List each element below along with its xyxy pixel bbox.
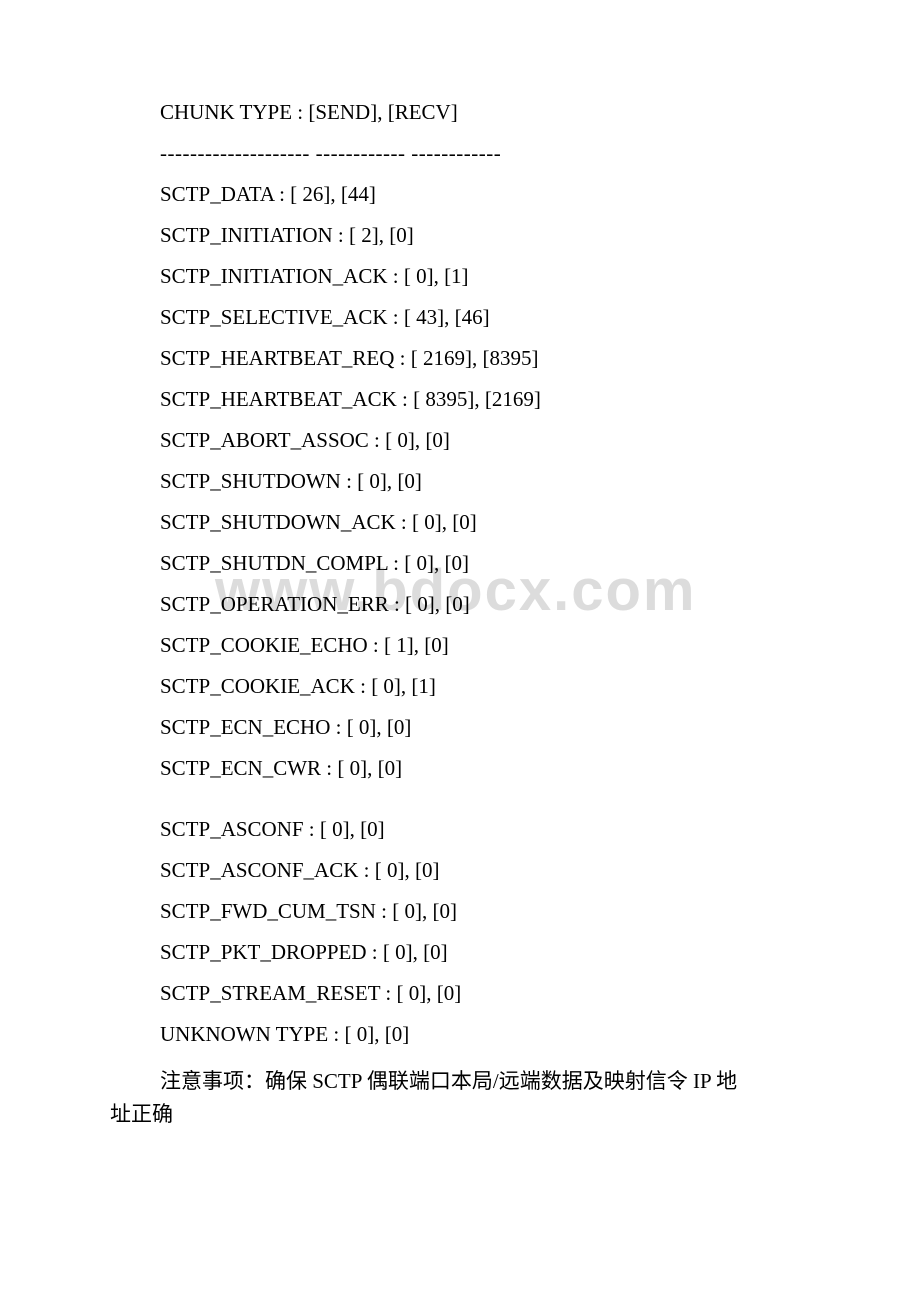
stat-row: SCTP_COOKIE_ECHO : [ 1], [0] — [160, 633, 810, 658]
stat-row: SCTP_ABORT_ASSOC : [ 0], [0] — [160, 428, 810, 453]
stat-row: SCTP_HEARTBEAT_ACK : [ 8395], [2169] — [160, 387, 810, 412]
stat-row: SCTP_ECN_ECHO : [ 0], [0] — [160, 715, 810, 740]
stat-row: SCTP_INITIATION : [ 2], [0] — [160, 223, 810, 248]
stat-row: SCTP_COOKIE_ACK : [ 0], [1] — [160, 674, 810, 699]
document-content: CHUNK TYPE : [SEND], [RECV] ------------… — [110, 100, 810, 1130]
stat-row: SCTP_SELECTIVE_ACK : [ 43], [46] — [160, 305, 810, 330]
stat-row: SCTP_OPERATION_ERR : [ 0], [0] — [160, 592, 810, 617]
stat-row: SCTP_SHUTDOWN : [ 0], [0] — [160, 469, 810, 494]
stat-row: SCTP_FWD_CUM_TSN : [ 0], [0] — [160, 899, 810, 924]
separator: -------------------- ------------ ------… — [160, 141, 810, 166]
block-gap — [110, 797, 810, 817]
stat-row: SCTP_DATA : [ 26], [44] — [160, 182, 810, 207]
stat-row: SCTP_PKT_DROPPED : [ 0], [0] — [160, 940, 810, 965]
stat-row: SCTP_HEARTBEAT_REQ : [ 2169], [8395] — [160, 346, 810, 371]
stat-row: SCTP_ASCONF_ACK : [ 0], [0] — [160, 858, 810, 883]
note-line-2: 址正确 — [110, 1102, 173, 1126]
stat-row: SCTP_ASCONF : [ 0], [0] — [160, 817, 810, 842]
stat-row: SCTP_SHUTDOWN_ACK : [ 0], [0] — [160, 510, 810, 535]
stat-row: SCTP_SHUTDN_COMPL : [ 0], [0] — [160, 551, 810, 576]
stat-row: SCTP_STREAM_RESET : [ 0], [0] — [160, 981, 810, 1006]
stat-row: SCTP_ECN_CWR : [ 0], [0] — [160, 756, 810, 781]
note-line-1: 注意事项：确保 SCTP 偶联端口本局/远端数据及映射信令 IP 地 — [160, 1069, 737, 1093]
stat-row: SCTP_INITIATION_ACK : [ 0], [1] — [160, 264, 810, 289]
stat-row: UNKNOWN TYPE : [ 0], [0] — [160, 1022, 810, 1047]
note-text: 注意事项：确保 SCTP 偶联端口本局/远端数据及映射信令 IP 地 址正确 — [110, 1065, 810, 1130]
column-header: CHUNK TYPE : [SEND], [RECV] — [160, 100, 810, 125]
